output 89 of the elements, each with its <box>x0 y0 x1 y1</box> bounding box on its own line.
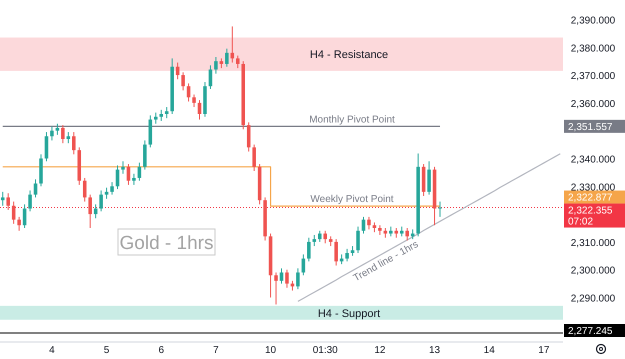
candlestick <box>280 268 284 284</box>
candlestick <box>181 72 185 91</box>
y-tick-label: 2,370.000 <box>570 71 616 82</box>
x-tick-label: 5 <box>104 345 110 356</box>
candlestick <box>296 268 300 290</box>
x-tick-label: 13 <box>428 345 441 356</box>
y-tick-label: 2,330.000 <box>570 182 616 194</box>
candlestick <box>159 109 164 122</box>
candlestick <box>372 222 376 233</box>
candlestick <box>99 190 103 212</box>
x-tick-label: 7 <box>213 345 220 356</box>
x-tick-label: 17 <box>538 345 550 356</box>
y-tick-label: 2,310.000 <box>570 238 616 249</box>
candlestick <box>236 55 240 69</box>
candlestick <box>252 144 256 172</box>
candlestick <box>50 126 54 141</box>
candlestick <box>94 204 98 219</box>
y-tick-label: 2,390.000 <box>570 15 616 26</box>
candlestick <box>345 248 349 262</box>
x-tick-label: 4 <box>49 345 56 356</box>
candlestick <box>438 201 442 218</box>
candlestick <box>88 194 92 228</box>
candlestick <box>116 164 120 190</box>
band-label: H4 - Resistance <box>310 49 388 62</box>
candlestick <box>246 122 250 152</box>
annotation: Weekly Pivot Point <box>310 194 394 206</box>
annotation: Monthly Pivot Point <box>309 114 396 126</box>
candlestick <box>362 216 366 234</box>
candlestick <box>340 254 344 265</box>
candlestick <box>44 132 48 162</box>
candlestick <box>230 26 234 64</box>
candlestick <box>176 62 180 80</box>
candlestick <box>214 56 218 74</box>
candlestick <box>22 204 26 228</box>
candlestick <box>61 124 65 144</box>
candlestick <box>164 106 168 119</box>
candlestick <box>225 48 229 68</box>
candlestick <box>138 162 142 182</box>
candlestick <box>427 160 431 196</box>
candlestick <box>192 94 196 108</box>
candlestick <box>405 228 409 242</box>
candlestick <box>220 58 224 69</box>
text: 2,322.877 <box>568 192 613 204</box>
y-tick-label: 2,380.000 <box>570 43 616 54</box>
candlestick <box>302 254 306 276</box>
candlestick <box>126 164 130 186</box>
band-label: H4 - Support <box>318 308 380 320</box>
candlestick <box>334 238 338 266</box>
candlestick <box>198 100 202 120</box>
candlestick <box>350 246 354 256</box>
y-tick-label: 2,360.000 <box>570 98 616 110</box>
y-tick-label: 2,300.000 <box>570 266 616 277</box>
annotation: Gold - 1hrs <box>120 233 214 254</box>
y-tick-label: 2,340.000 <box>570 154 616 166</box>
x-tick-label: 10 <box>265 345 277 356</box>
candlestick <box>378 224 382 236</box>
candlestick <box>328 236 332 247</box>
candlestick <box>82 177 86 202</box>
candlestick <box>28 190 32 212</box>
candlestick <box>17 216 21 232</box>
candlestick <box>410 228 414 240</box>
candlestick <box>208 64 212 90</box>
candlestick <box>367 216 371 230</box>
line-series <box>297 153 561 302</box>
candlestick <box>72 132 76 155</box>
candlestick <box>143 140 147 170</box>
ref-line-label: 2,277.245 <box>568 326 613 337</box>
candlestick <box>186 82 190 102</box>
candlestick <box>274 272 278 305</box>
ref-line-label: 2,322.355 07:02 <box>568 206 613 228</box>
candlestick <box>307 237 311 262</box>
candlestick <box>6 192 10 210</box>
candlestick <box>121 160 125 174</box>
candlestick <box>12 201 16 224</box>
y-tick-label: 2,290.000 <box>570 294 616 305</box>
candlestick <box>312 234 316 247</box>
candlestick <box>356 226 360 254</box>
candlestick <box>34 178 38 198</box>
candlestick <box>110 182 114 196</box>
x-tick-label: 6 <box>158 345 164 356</box>
x-tick-label: 14 <box>484 345 496 356</box>
candlestick <box>285 269 289 288</box>
x-tick-label: 01:30 <box>312 345 338 356</box>
candlestick <box>290 280 294 292</box>
candlestick <box>323 230 328 244</box>
candlestick <box>66 132 70 144</box>
candlestick <box>318 230 322 242</box>
text: 2,351.557 <box>568 122 613 133</box>
x-tick-label: 12 <box>374 345 386 356</box>
